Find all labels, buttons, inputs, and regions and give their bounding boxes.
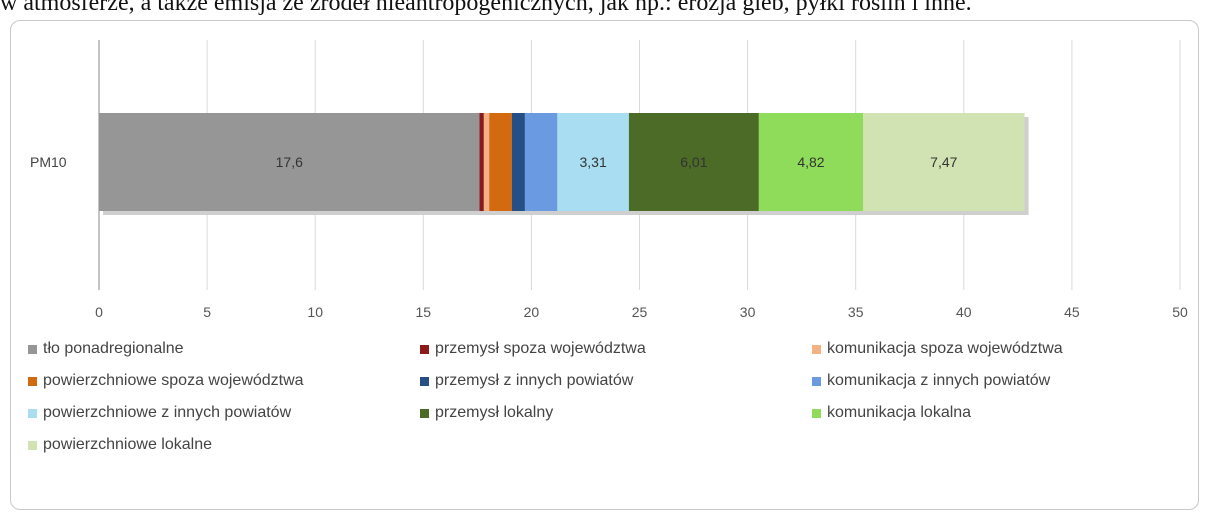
legend-swatch	[812, 344, 821, 354]
legend-swatch	[812, 408, 821, 418]
bar-segment	[628, 113, 759, 211]
legend-label: przemysł z innych powiatów	[435, 372, 634, 389]
data-label: 4,82	[797, 154, 824, 170]
bar-segment	[483, 113, 490, 211]
x-tick-label: 30	[740, 304, 756, 320]
legend-item: tło ponadregionalne	[28, 338, 420, 360]
x-tick-label: 45	[1064, 304, 1080, 320]
bar-segments	[99, 113, 1029, 215]
data-labels: 17,6 3,31 6,01 4,82 7,47	[276, 154, 958, 170]
legend-label: komunikacja spoza województwa	[827, 340, 1063, 357]
bar-segment	[863, 113, 1025, 211]
bar-segment	[511, 113, 525, 211]
bar-segment	[524, 113, 558, 211]
top-text-fragment: w atmosferze, a także emisja ze źródeł n…	[0, 0, 972, 16]
legend-item: przemysł z innych powiatów	[420, 370, 812, 392]
legend-item: komunikacja lokalna	[812, 402, 1188, 424]
legend-item: komunikacja z innych powiatów	[812, 370, 1188, 392]
x-tick-label: 35	[848, 304, 864, 320]
legend-label: przemysł lokalny	[435, 404, 554, 421]
legend-label: powierzchniowe lokalne	[43, 436, 212, 453]
legend-swatch	[420, 376, 429, 386]
legend-label: powierzchniowe spoza województwa	[43, 372, 304, 389]
x-tick-label: 0	[95, 304, 103, 320]
legend-item: komunikacja spoza województwa	[812, 338, 1188, 360]
x-tick-labels: 0 5 10 15 20 25 30 35 40 45 50	[95, 304, 1188, 320]
category-labels: PM10	[30, 154, 67, 170]
legend-swatch	[420, 344, 429, 354]
data-label: 6,01	[680, 154, 707, 170]
legend-swatch	[28, 344, 37, 354]
x-tick-label: 40	[956, 304, 972, 320]
legend-item: powierzchniowe spoza województwa	[28, 370, 420, 392]
legend-label: przemysł spoza województwa	[435, 340, 646, 357]
x-tick-label: 20	[524, 304, 540, 320]
legend-swatch	[28, 408, 37, 418]
legend-item: powierzchniowe z innych powiatów	[28, 402, 420, 424]
legend-item: powierzchniowe lokalne	[28, 434, 420, 456]
legend-item: przemysł spoza województwa	[420, 338, 812, 360]
bar-segment	[99, 113, 480, 211]
legend-swatch	[28, 376, 37, 386]
legend-swatch	[28, 440, 37, 450]
x-tick-label: 25	[632, 304, 648, 320]
x-tick-label: 15	[416, 304, 432, 320]
data-label: 3,31	[580, 154, 607, 170]
x-tick-label: 10	[307, 304, 323, 320]
bar-segment	[557, 113, 629, 211]
legend-label: powierzchniowe z innych powiatów	[43, 404, 292, 421]
legend-label: tło ponadregionalne	[43, 340, 184, 357]
x-tick-label: 5	[203, 304, 211, 320]
bar-segment	[489, 113, 512, 211]
legend-item: przemysł lokalny	[420, 402, 812, 424]
legend-label: komunikacja z innych powiatów	[827, 372, 1051, 389]
bar-segment	[479, 113, 484, 211]
x-tick-label: 50	[1172, 304, 1188, 320]
data-label: 17,6	[276, 154, 303, 170]
chart-frame	[10, 20, 1199, 510]
legend-swatch	[812, 376, 821, 386]
bar-segment	[758, 113, 864, 211]
legend-label: komunikacja lokalna	[827, 404, 972, 421]
legend: tło ponadregionalne przemysł spoza wojewó…	[28, 338, 1188, 456]
data-label: 7,47	[930, 154, 957, 170]
legend-swatch	[420, 408, 429, 418]
category-label: PM10	[30, 154, 67, 170]
